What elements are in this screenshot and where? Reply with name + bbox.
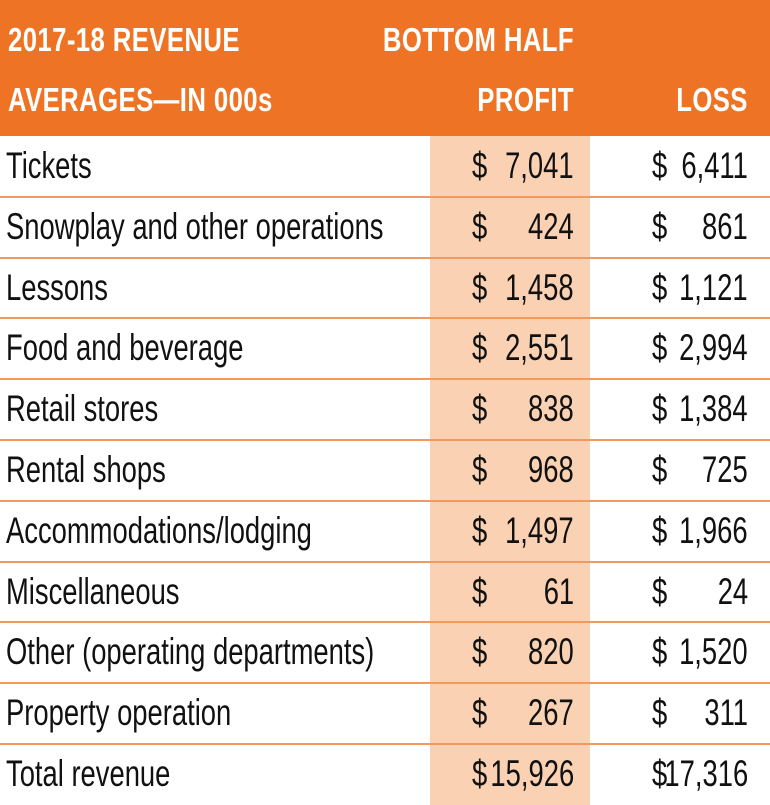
table-row: Property operation $267 $311 xyxy=(0,683,770,743)
header-loss: LOSS xyxy=(676,81,748,118)
row-label: Total revenue xyxy=(6,753,171,794)
loss-value: 311 xyxy=(704,692,748,734)
profit-value: 1,458 xyxy=(505,266,574,308)
profit-column-highlight xyxy=(430,136,590,805)
header-profit: PROFIT xyxy=(477,81,574,118)
table-row: Accommodations/lodging $1,497 $1,966 xyxy=(0,501,770,561)
profit-currency-symbol: $ xyxy=(472,449,488,490)
loss-currency-symbol: $ xyxy=(652,449,668,490)
loss-currency-symbol: $ xyxy=(652,205,668,247)
loss-currency-symbol: $ xyxy=(652,631,668,673)
row-label: Lessons xyxy=(6,266,108,308)
row-label: Miscellaneous xyxy=(6,570,180,612)
row-label: Tickets xyxy=(6,145,92,186)
profit-value: 267 xyxy=(528,692,574,734)
loss-value: 1,520 xyxy=(679,631,748,673)
table-row: Retail stores $838 $1,384 xyxy=(0,379,770,439)
loss-value: 1,384 xyxy=(679,388,748,430)
row-label: Rental shops xyxy=(6,449,166,490)
table-row: Tickets $7,041 $6,411 xyxy=(0,136,770,196)
header-group-label: BOTTOM HALF xyxy=(382,21,574,58)
loss-value: 861 xyxy=(702,205,748,247)
loss-value: 2,994 xyxy=(679,327,748,369)
profit-value: 1,497 xyxy=(505,509,574,551)
row-label: Other (operating departments) xyxy=(6,631,375,673)
loss-currency-symbol: $ xyxy=(652,753,668,794)
table-row: Rental shops $968 $725 xyxy=(0,440,770,500)
loss-currency-symbol: $ xyxy=(652,145,668,186)
loss-value: 725 xyxy=(702,449,748,490)
header-title-line2: AVERAGES—IN 000s xyxy=(8,81,273,118)
row-divider xyxy=(0,682,770,685)
table-row: Lessons $1,458 $1,121 xyxy=(0,258,770,318)
profit-currency-symbol: $ xyxy=(472,692,488,734)
profit-currency-symbol: $ xyxy=(472,753,488,794)
loss-value: 24 xyxy=(717,570,748,612)
row-label: Accommodations/lodging xyxy=(6,509,312,551)
loss-currency-symbol: $ xyxy=(652,266,668,308)
row-divider xyxy=(0,621,770,624)
row-divider xyxy=(0,378,770,381)
row-label: Property operation xyxy=(6,692,232,734)
profit-value: 61 xyxy=(543,570,574,612)
profit-currency-symbol: $ xyxy=(472,509,488,551)
table-header: 2017-18 REVENUE AVERAGES—IN 000s BOTTOM … xyxy=(0,0,770,136)
row-divider xyxy=(0,560,770,563)
profit-currency-symbol: $ xyxy=(472,631,488,673)
loss-value: 1,966 xyxy=(679,509,748,551)
profit-currency-symbol: $ xyxy=(472,327,488,369)
loss-currency-symbol: $ xyxy=(652,388,668,430)
profit-value: 838 xyxy=(528,388,574,430)
profit-currency-symbol: $ xyxy=(472,266,488,308)
table-row: Total revenue $15,926 $17,316 xyxy=(0,744,770,804)
loss-value: 1,121 xyxy=(679,266,748,308)
row-label: Food and beverage xyxy=(6,327,244,369)
profit-currency-symbol: $ xyxy=(472,145,488,186)
header-title-line1: 2017-18 REVENUE xyxy=(8,21,240,58)
row-label: Retail stores xyxy=(6,388,159,430)
row-label: Snowplay and other operations xyxy=(6,205,384,247)
loss-currency-symbol: $ xyxy=(652,327,668,369)
profit-value: 820 xyxy=(528,631,574,673)
profit-currency-symbol: $ xyxy=(472,388,488,430)
table-row: Miscellaneous $61 $24 xyxy=(0,562,770,622)
loss-currency-symbol: $ xyxy=(652,692,668,734)
table-row: Food and beverage $2,551 $2,994 xyxy=(0,318,770,378)
row-divider xyxy=(0,439,770,441)
loss-value: 6,411 xyxy=(681,145,748,186)
row-divider xyxy=(0,743,770,745)
loss-value: 17,316 xyxy=(664,753,748,794)
row-divider xyxy=(0,195,770,198)
profit-value: 424 xyxy=(528,205,574,247)
profit-value: 15,926 xyxy=(490,753,574,794)
row-divider xyxy=(0,256,770,259)
table-row: Snowplay and other operations $424 $861 xyxy=(0,197,770,257)
row-divider xyxy=(0,499,770,502)
table-row: Other (operating departments) $820 $1,520 xyxy=(0,622,770,682)
profit-value: 7,041 xyxy=(505,145,574,186)
loss-currency-symbol: $ xyxy=(652,570,668,612)
loss-currency-symbol: $ xyxy=(652,509,668,551)
profit-value: 2,551 xyxy=(505,327,574,369)
profit-currency-symbol: $ xyxy=(472,205,488,247)
row-divider xyxy=(0,317,770,320)
profit-value: 968 xyxy=(528,449,574,490)
profit-currency-symbol: $ xyxy=(472,570,488,612)
